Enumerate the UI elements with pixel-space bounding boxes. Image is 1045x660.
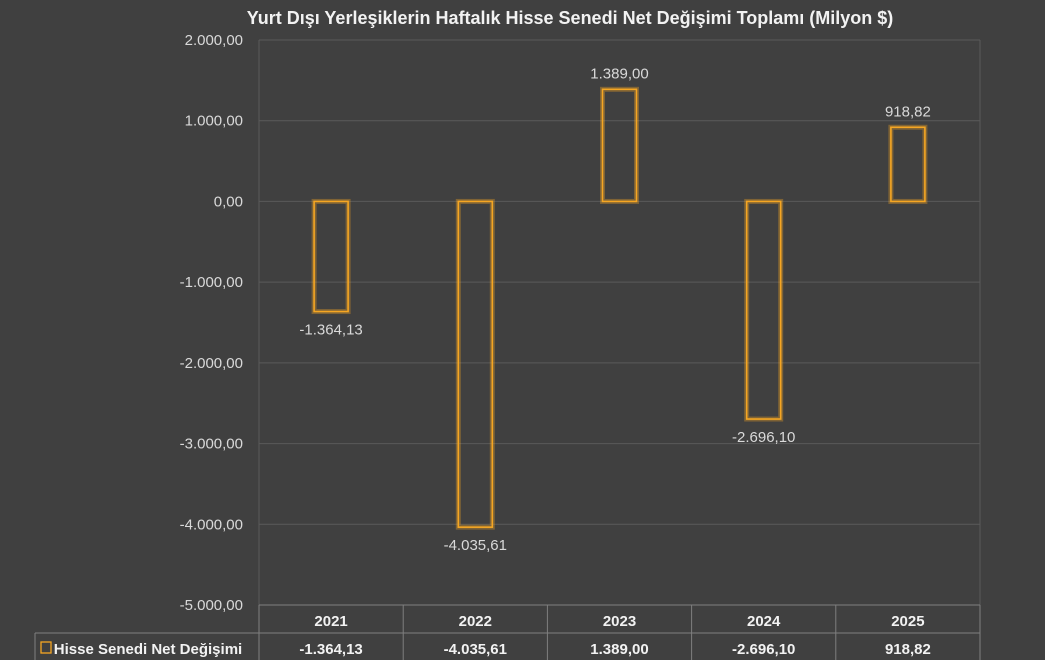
chart-title: Yurt Dışı Yerleşiklerin Haftalık Hisse S… xyxy=(247,8,894,28)
bar xyxy=(313,200,349,313)
y-tick-label: 2.000,00 xyxy=(185,32,243,49)
bar-glow xyxy=(744,198,784,422)
y-tick-label: 0,00 xyxy=(214,193,243,210)
y-tick-label: 1.000,00 xyxy=(185,113,243,130)
table-header-cell: 2023 xyxy=(603,613,636,630)
bar xyxy=(601,88,638,203)
table-header-cell: 2025 xyxy=(891,613,924,630)
data-label: -2.696,10 xyxy=(732,429,795,446)
y-axis: 2.000,00 1.000,00 0,00 -1.000,00 -2.000,00 -3… xyxy=(180,32,243,614)
bar-glow xyxy=(888,124,928,204)
legend-series-name: Hisse Senedi Net Değişimi xyxy=(54,641,242,658)
y-tick-label: -5.000,00 xyxy=(180,597,243,614)
table-value-cell: 1.389,00 xyxy=(590,641,648,658)
y-tick-label: -3.000,00 xyxy=(180,436,243,453)
table-value-cell: -4.035,61 xyxy=(444,641,507,658)
data-label: -4.035,61 xyxy=(444,537,507,554)
data-label: 1.389,00 xyxy=(590,65,648,82)
table-header-cell: 2021 xyxy=(314,613,347,630)
bar xyxy=(457,200,494,528)
table-value-cell: -2.696,10 xyxy=(732,641,795,658)
table-value-cell: 918,82 xyxy=(885,641,931,658)
y-tick-label: -2.000,00 xyxy=(180,355,243,372)
data-label: 918,82 xyxy=(885,103,931,120)
table-value-cell: -1.364,13 xyxy=(299,641,362,658)
bar-glow xyxy=(600,86,639,204)
bar xyxy=(745,200,782,420)
bar xyxy=(890,126,926,203)
data-labels: -1.364,13 -4.035,61 1.389,00 -2.696,10 918,8… xyxy=(299,65,930,554)
table-header-cell: 2024 xyxy=(747,613,781,630)
y-tick-label: -4.000,00 xyxy=(180,516,243,533)
bar-glow xyxy=(455,198,495,530)
legend-key xyxy=(40,641,52,654)
data-table: Hisse Senedi Net Değişimi 2021 -1.364,13 2… xyxy=(34,604,981,660)
grid-lines xyxy=(258,39,981,606)
y-tick-label: -1.000,00 xyxy=(180,274,243,291)
table-header-cell: 2022 xyxy=(459,613,492,630)
bar-glow xyxy=(311,198,351,315)
data-label: -1.364,13 xyxy=(299,322,362,339)
bars xyxy=(311,86,928,530)
